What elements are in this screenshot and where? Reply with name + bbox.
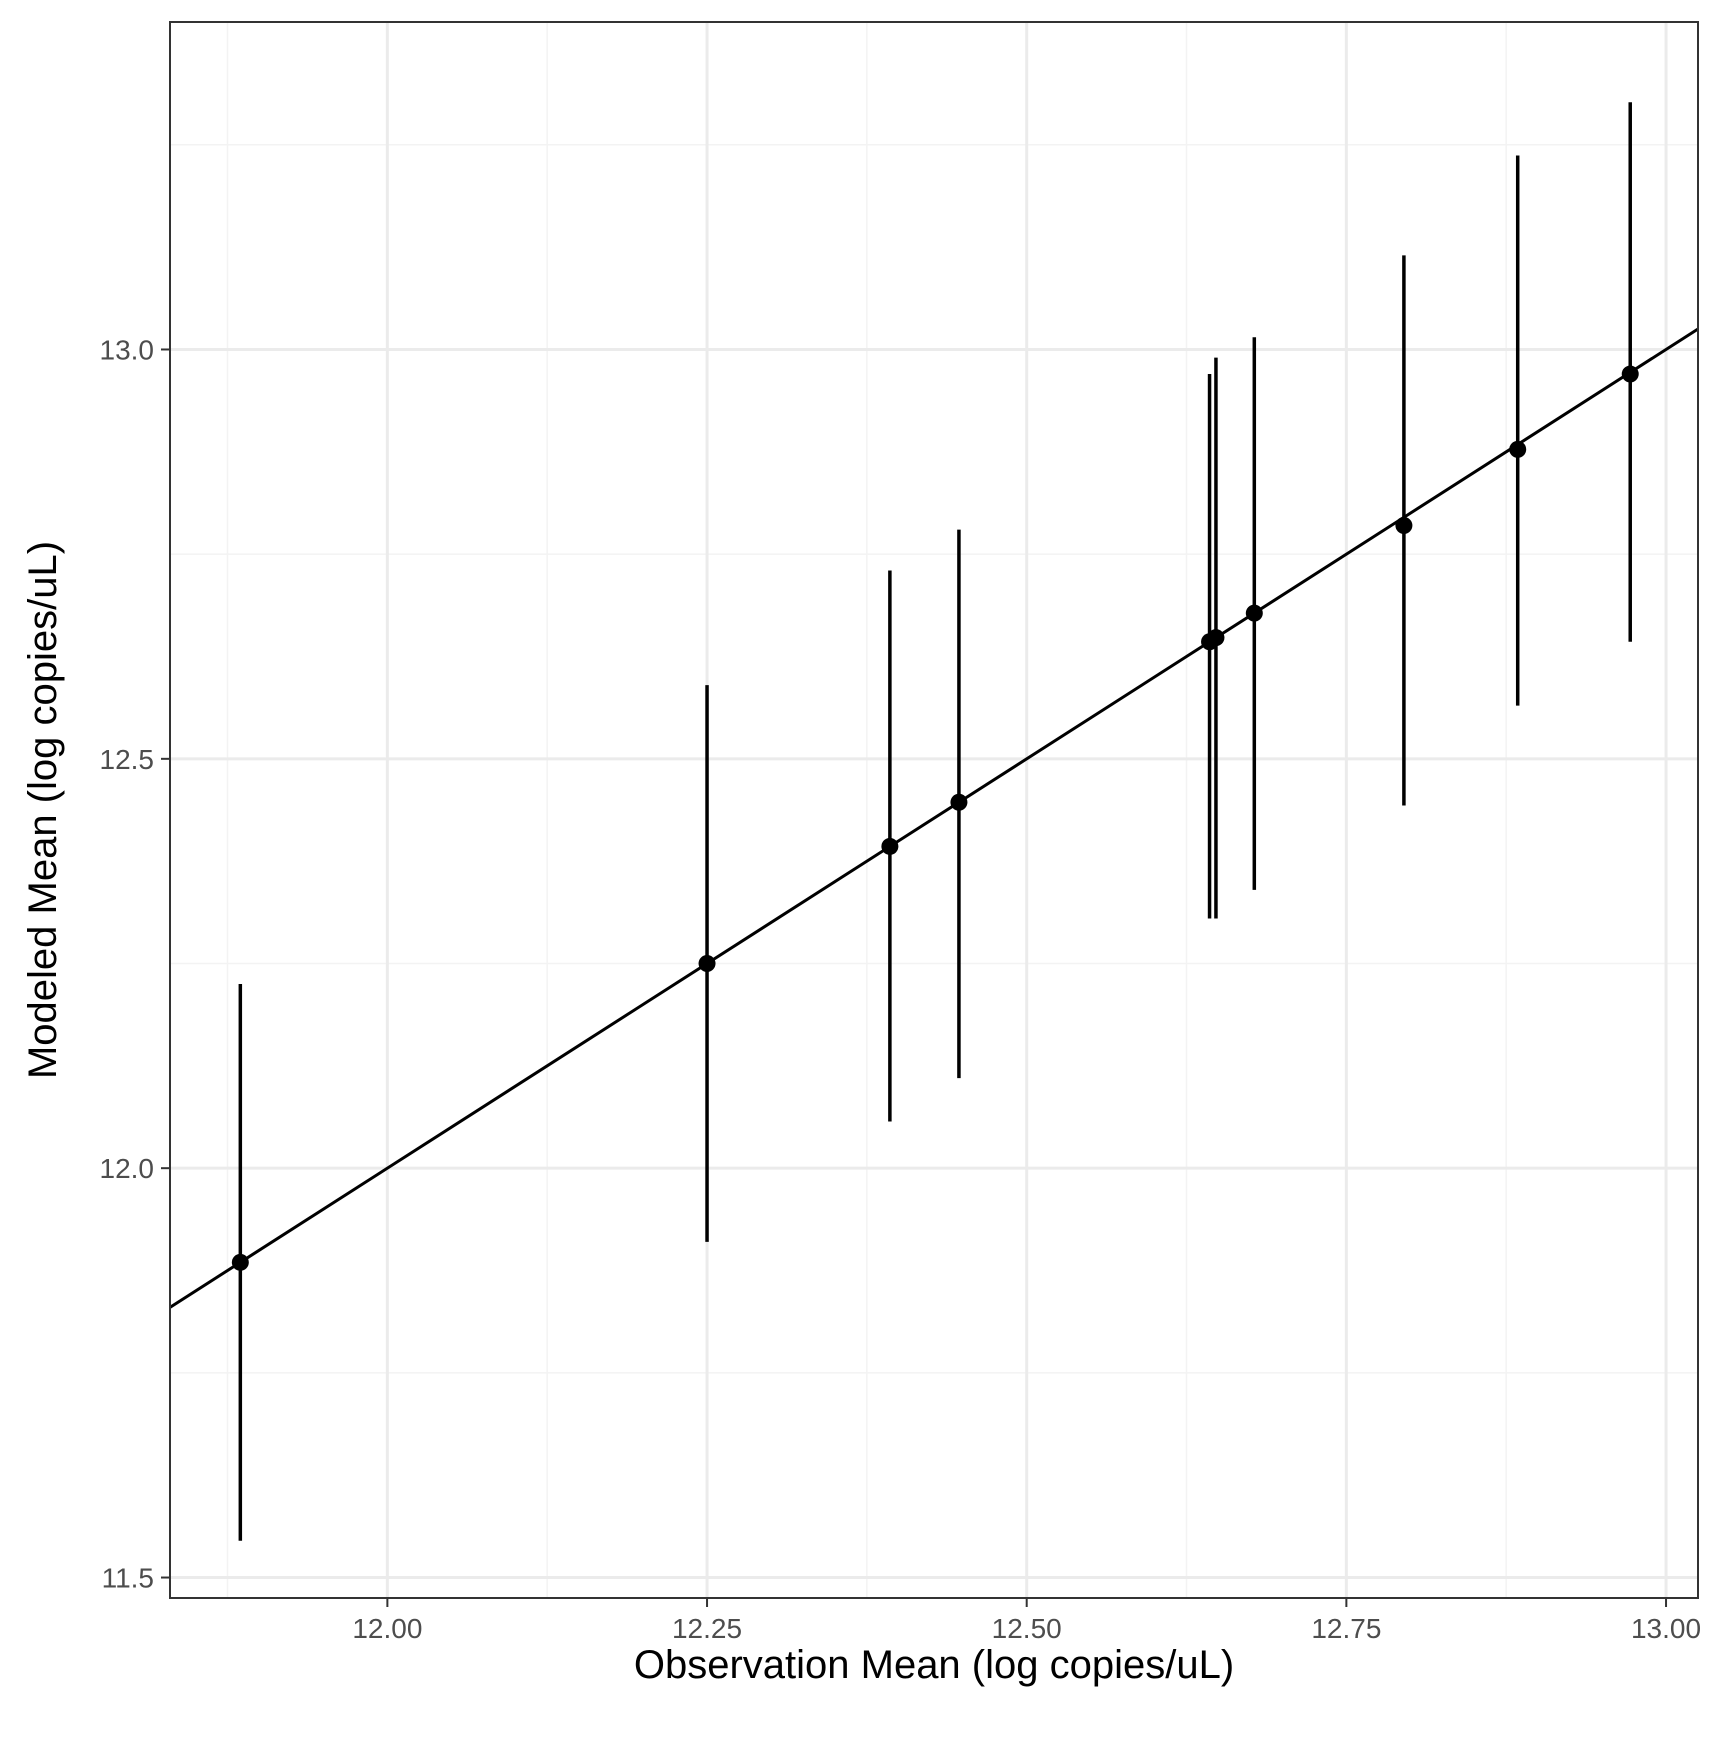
y-axis-title: Modeled Mean (log copies/uL) [21,541,65,1079]
data-point [1207,629,1225,647]
x-tick-label: 12.75 [1311,1613,1381,1644]
data-point [698,955,716,973]
x-tick-label: 12.00 [352,1613,422,1644]
reference-line [169,327,1699,1309]
x-tick-label: 12.25 [672,1613,742,1644]
data-point [950,793,968,811]
data-point [1395,517,1413,535]
y-tick-label: 12.5 [100,744,155,775]
y-tick-label: 12.0 [100,1153,155,1184]
axis-layer: 12.00 12.25 12.50 12.75 13.00 11.5 12.0 12.5 13.… [100,334,1702,1644]
y-tick-label: 11.5 [102,1563,154,1594]
x-tick-label: 13.00 [1631,1613,1701,1644]
data-point [231,1253,249,1271]
data-point [1621,365,1639,383]
data-point [1509,440,1527,458]
x-tick-label: 12.50 [992,1613,1062,1644]
data-point [881,837,899,855]
y-tick-label: 13.0 [100,334,155,365]
reference-line-layer [169,327,1699,1309]
grid-layer [170,22,1698,1598]
x-axis-title: Observation Mean (log copies/uL) [634,1643,1234,1687]
panel-border [169,21,1699,1599]
point-layer [231,365,1639,1271]
data-point [1245,604,1263,622]
